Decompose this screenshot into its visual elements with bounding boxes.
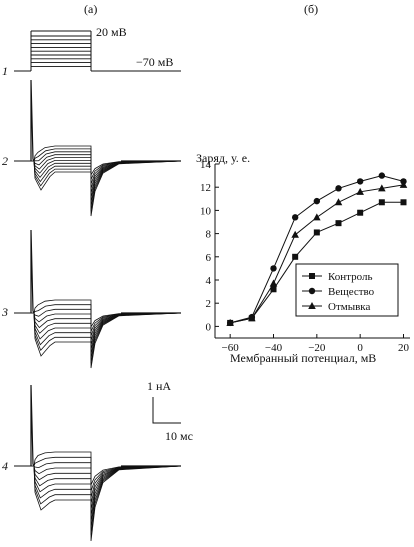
legend: Контроль Вещество Отмывка — [295, 263, 399, 317]
scale-bar — [152, 397, 181, 424]
data-point — [356, 178, 364, 185]
data-point — [378, 199, 385, 206]
current-trace — [33, 465, 182, 523]
current-trace — [33, 456, 182, 492]
trace-label-2: 2 — [2, 154, 8, 168]
current-trace — [33, 151, 182, 185]
legend-marker — [308, 287, 316, 295]
data-point — [291, 214, 299, 221]
current-trace — [33, 148, 182, 180]
scale-bar-current-label: 1 нА — [147, 379, 171, 393]
current-traces-3 — [14, 229, 182, 369]
chart-x-label: Мембранный потенциал, мВ — [230, 351, 376, 365]
data-point — [292, 253, 299, 260]
data-point — [399, 180, 408, 188]
current-trace — [33, 160, 182, 207]
data-point — [226, 318, 234, 326]
data-point — [335, 220, 342, 227]
data-point — [313, 213, 321, 221]
data-point — [270, 265, 277, 272]
legend-label: Отмывка — [328, 301, 370, 313]
current-trace — [33, 299, 182, 329]
current-trace — [33, 160, 182, 212]
legend-marker — [309, 273, 315, 279]
current-trace — [33, 154, 182, 189]
onset-transient — [30, 79, 35, 162]
current-trace — [33, 312, 182, 364]
data-point — [357, 209, 364, 216]
current-traces-4 — [14, 384, 182, 542]
data-point — [313, 229, 320, 236]
y-tick-label: 10 — [200, 205, 212, 217]
current-trace — [33, 465, 182, 529]
panel-a-label: (a) — [84, 2, 97, 16]
chart-y-label: Заряд, у. е. — [196, 151, 250, 165]
x-tick-label: 20 — [398, 342, 410, 354]
current-trace — [33, 312, 182, 341]
data-point — [400, 199, 407, 206]
current-trace — [33, 312, 182, 359]
trace-label-4: 4 — [2, 459, 8, 473]
data-point — [269, 279, 278, 287]
data-point — [334, 198, 343, 206]
trace-label-1: 1 — [2, 64, 8, 78]
current-trace — [33, 160, 182, 203]
current-trace — [33, 465, 182, 542]
protocol-step-label: 20 мВ — [96, 25, 127, 39]
y-tick-label: 8 — [206, 229, 212, 241]
charge-voltage-chart: 0 2 4 6 8 10 12 14 −60 −40 −20 0 20 Контроль Вещество О… — [200, 159, 410, 354]
x-tick-label: 0 — [357, 342, 363, 354]
onset-transient — [30, 384, 35, 467]
data-point — [291, 230, 299, 238]
data-point — [248, 314, 256, 322]
current-trace — [33, 160, 182, 217]
trace-label-3: 3 — [1, 305, 8, 319]
current-trace — [33, 312, 182, 346]
x-tick-label: −20 — [308, 342, 326, 354]
current-trace — [33, 465, 182, 517]
current-trace — [33, 145, 182, 177]
data-point — [378, 172, 386, 179]
current-trace — [33, 159, 182, 198]
onset-transient — [30, 229, 35, 314]
y-tick-label: 4 — [206, 275, 212, 287]
series-triangle — [226, 180, 408, 326]
panel-b-label: (б) — [304, 2, 318, 16]
y-tick-label: 2 — [206, 298, 212, 310]
y-tick-label: 14 — [200, 159, 212, 171]
current-trace — [33, 462, 182, 498]
current-trace — [33, 465, 182, 535]
data-point — [313, 197, 321, 205]
current-trace — [33, 304, 182, 332]
data-point — [356, 187, 364, 195]
x-tick-label: −60 — [222, 342, 240, 354]
current-trace — [33, 465, 182, 510]
current-trace — [33, 465, 182, 504]
series-circle — [226, 172, 407, 327]
current-traces-2 — [14, 79, 182, 217]
data-point — [378, 184, 386, 192]
scale-bar-time-label: 10 мс — [165, 429, 193, 443]
y-tick-label: 0 — [206, 321, 212, 333]
x-tick-label: −40 — [265, 342, 283, 354]
current-trace — [33, 312, 182, 355]
current-trace — [33, 308, 182, 337]
data-point — [335, 185, 342, 192]
legend-label: Вещество — [328, 286, 375, 298]
current-trace — [33, 312, 182, 369]
scale-bar-lines — [152, 397, 181, 424]
y-tick-label: 6 — [206, 252, 212, 264]
protocol-steps — [30, 31, 92, 71]
current-trace — [33, 451, 182, 485]
data-point — [270, 286, 277, 293]
current-trace — [33, 157, 182, 194]
voltage-protocol — [14, 30, 181, 72]
legend-marker — [308, 302, 316, 309]
protocol-holding-label: −70 мВ — [136, 55, 173, 69]
current-trace — [33, 312, 182, 350]
y-tick-label: 12 — [200, 182, 211, 194]
legend-label: Контроль — [328, 271, 372, 283]
